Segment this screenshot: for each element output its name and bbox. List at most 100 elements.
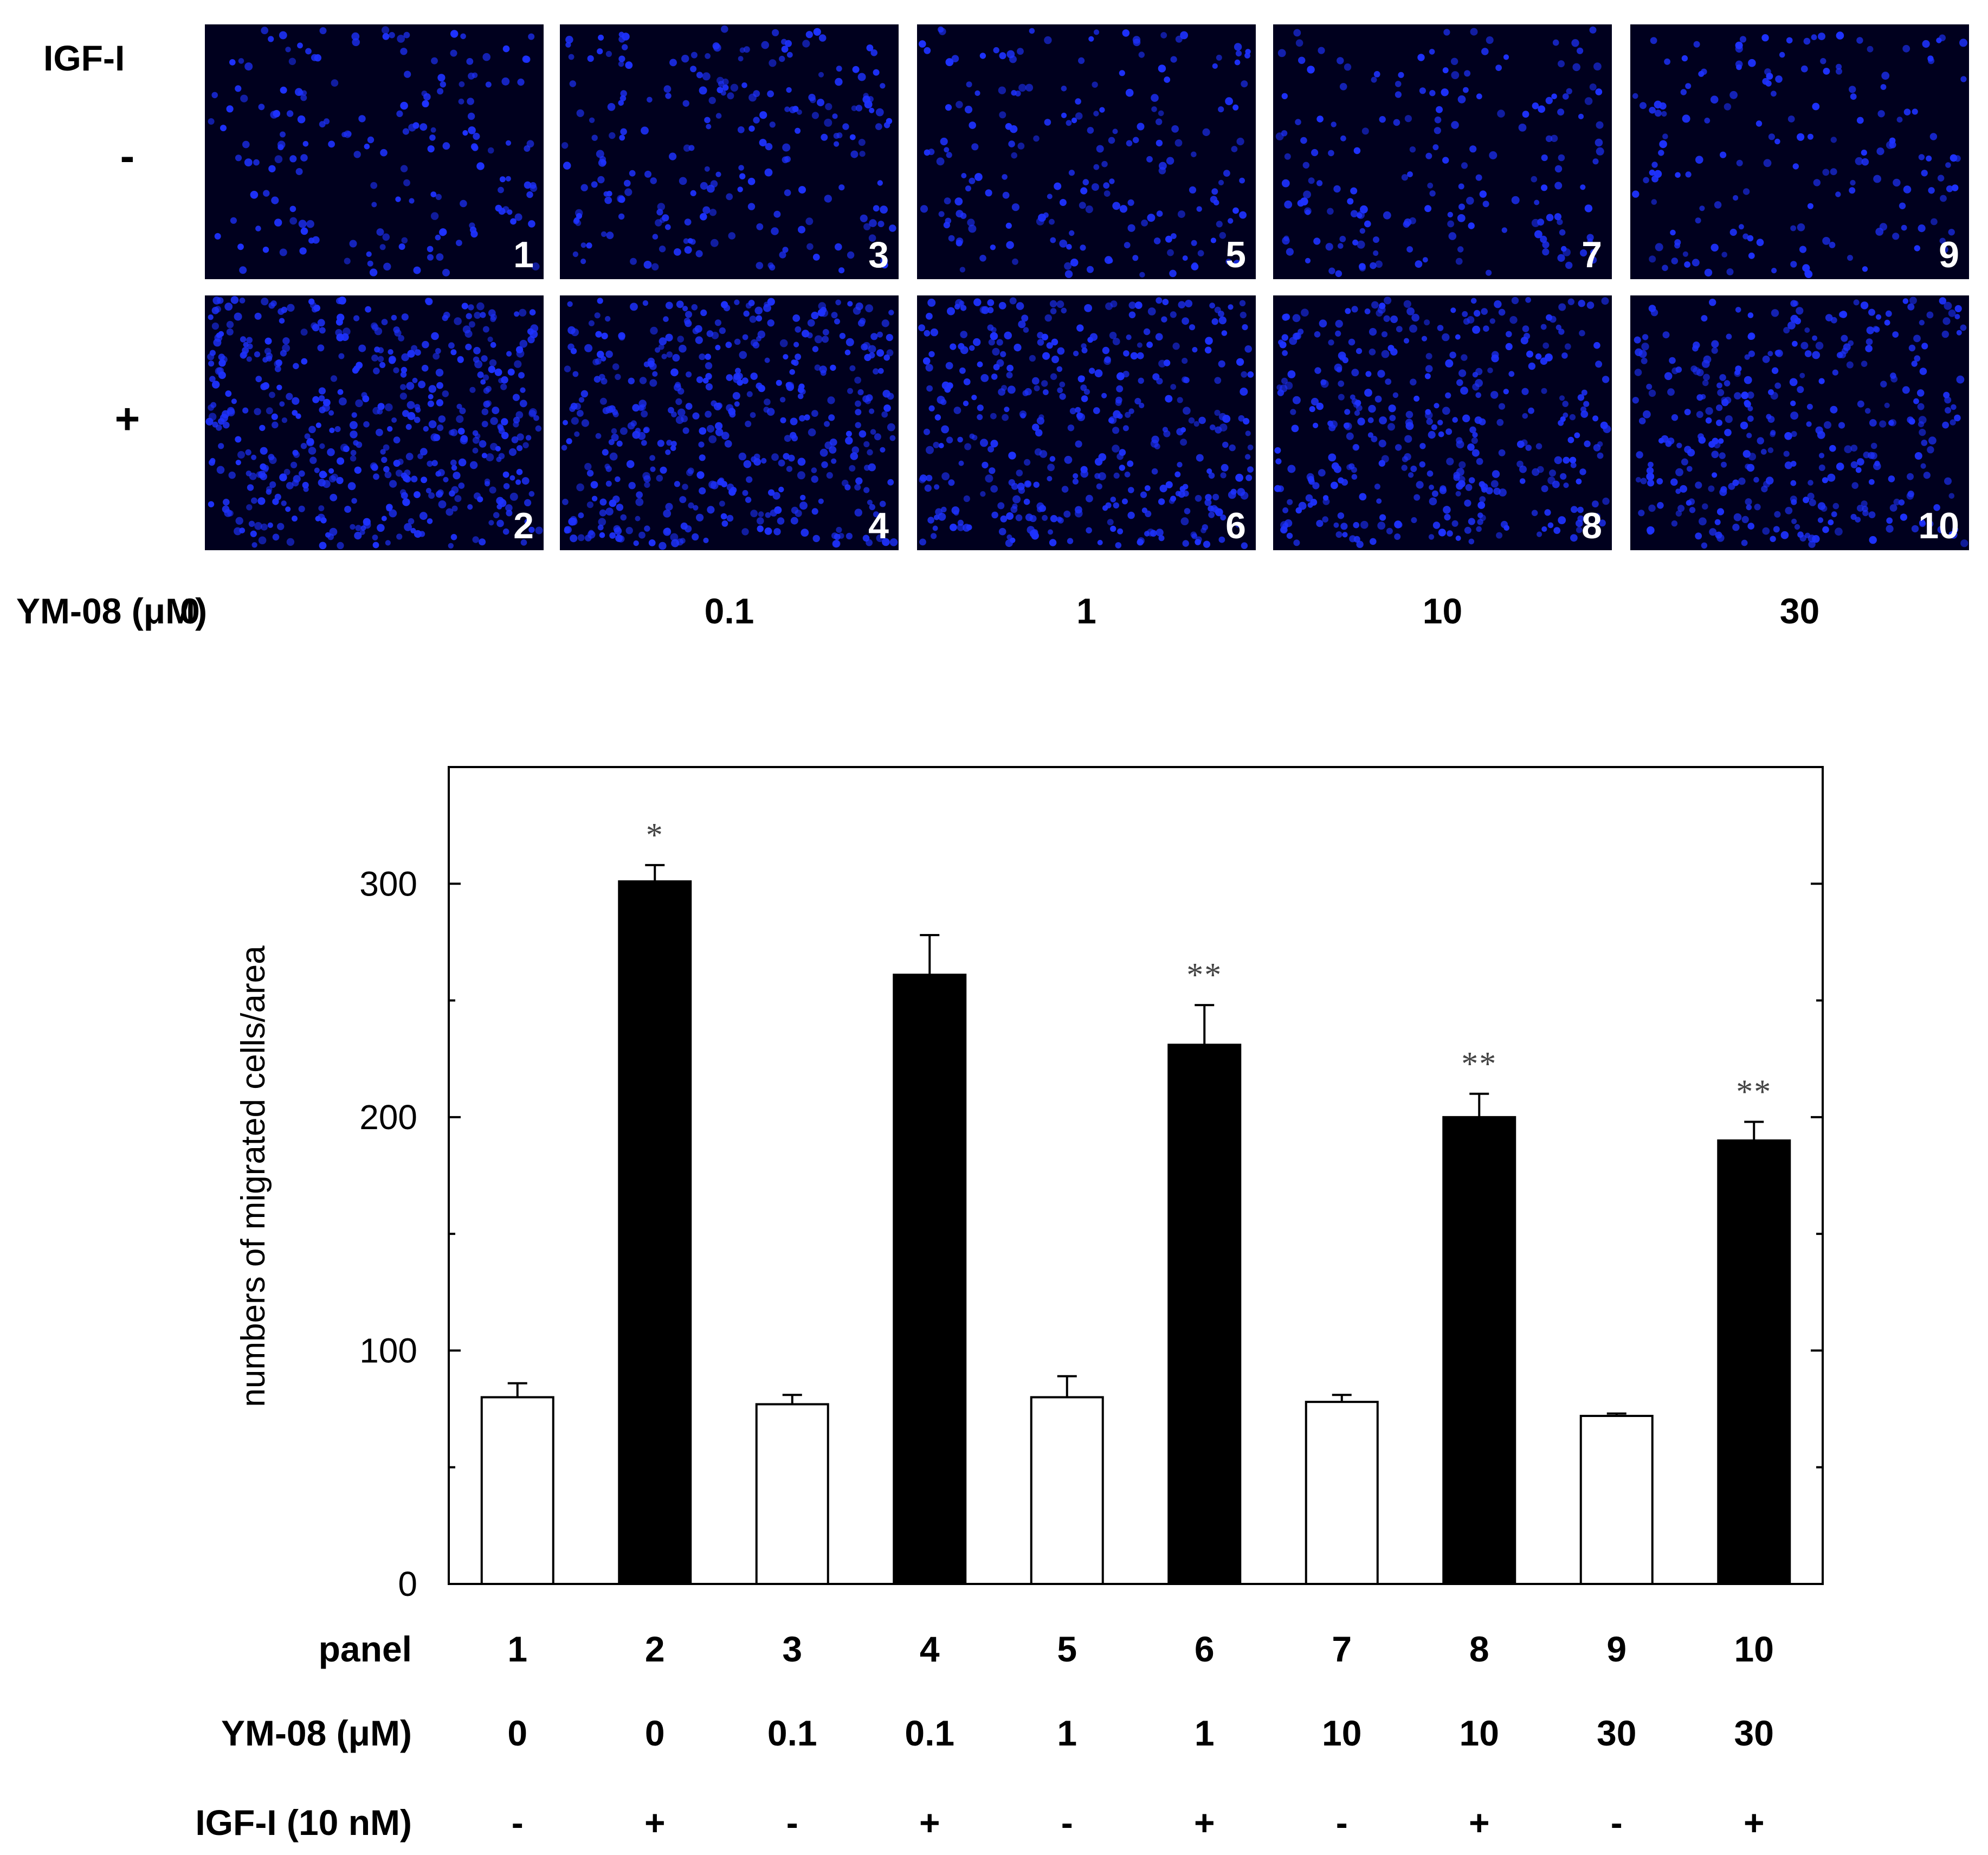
- y-tick-label: 200: [359, 1098, 417, 1137]
- panel-number-label: 8: [1582, 505, 1602, 546]
- significance-marker: **: [1186, 957, 1222, 994]
- micrograph-grid: IGF-I - + YM-08 (μM) 0 0.1 1 10 30 1 3 5 7 9 2 4 6 8 1…: [16, 24, 1969, 631]
- igf-minus-label: -: [120, 132, 135, 180]
- condition-cell: 7: [1332, 1629, 1352, 1669]
- condition-cell: 2: [645, 1629, 665, 1669]
- panel-number-label: 4: [868, 505, 889, 546]
- condition-cell: 5: [1057, 1629, 1077, 1669]
- bar-panel-3: [755, 1403, 829, 1585]
- panel-number-label: 2: [513, 505, 534, 546]
- ym08-concentration-4: 30: [1780, 591, 1819, 631]
- bar-panel-9: [1579, 1414, 1654, 1585]
- condition-cell: -: [512, 1802, 524, 1843]
- micrograph-panel: 6: [917, 295, 1256, 550]
- condition-row-label: IGF-I (10 nM): [195, 1802, 412, 1843]
- panel-number-label: 3: [868, 234, 889, 275]
- y-tick-label: 300: [359, 864, 417, 903]
- bar-panel-7: [1305, 1401, 1379, 1585]
- plot-frame: [448, 766, 1824, 1585]
- panel-number-label: 7: [1582, 234, 1602, 275]
- condition-cell: 0: [507, 1713, 527, 1753]
- condition-cell: +: [919, 1802, 940, 1843]
- micrograph-panel: 5: [917, 24, 1256, 279]
- panel-number-label: 1: [513, 234, 534, 275]
- stained-nuclei: [1275, 26, 1604, 278]
- stained-nuclei: [1632, 297, 1968, 549]
- condition-cell: 1: [1195, 1713, 1215, 1753]
- ym08-concentration-0: 0: [180, 591, 200, 631]
- significance-marker: **: [1736, 1073, 1772, 1110]
- micrograph-background: [917, 295, 1256, 550]
- condition-row-label: YM-08 (μM): [221, 1713, 412, 1753]
- stained-nuclei: [561, 25, 896, 274]
- stained-nuclei: [919, 26, 1251, 278]
- bar-panel-8: [1442, 1116, 1516, 1586]
- condition-cell: 10: [1734, 1629, 1774, 1669]
- bar-panel-4: [893, 974, 967, 1585]
- micrograph-panel: 1: [205, 24, 544, 279]
- micrograph-background: [205, 24, 544, 279]
- y-axis-label: numbers of migrated cells/area: [235, 945, 272, 1407]
- condition-cell: 30: [1597, 1713, 1636, 1753]
- significance-marker: **: [1461, 1046, 1497, 1083]
- igf-row-title: IGF-I: [43, 38, 125, 78]
- condition-cell: 1: [507, 1629, 527, 1669]
- micrograph-background: [560, 24, 899, 279]
- condition-cell: 0: [645, 1713, 665, 1753]
- bar-panel-10: [1717, 1139, 1791, 1585]
- condition-cell: +: [1469, 1802, 1490, 1843]
- panel-number-label: 9: [1939, 234, 1959, 275]
- condition-cell: 10: [1460, 1713, 1499, 1753]
- bar-panel-6: [1167, 1044, 1242, 1585]
- stained-nuclei: [205, 296, 543, 550]
- stained-nuclei: [208, 26, 540, 276]
- stained-nuclei: [1632, 31, 1967, 278]
- condition-cell: 9: [1606, 1629, 1626, 1669]
- micrograph-panel: 8: [1273, 295, 1612, 550]
- condition-cell: +: [1194, 1802, 1215, 1843]
- micrograph-panel: 3: [560, 24, 899, 279]
- condition-cell: 10: [1322, 1713, 1361, 1753]
- y-tick-label: 0: [398, 1564, 417, 1603]
- condition-cell: -: [1336, 1802, 1348, 1843]
- condition-cell: 3: [782, 1629, 802, 1669]
- condition-cell: +: [644, 1802, 666, 1843]
- stained-nuclei: [1274, 297, 1611, 548]
- panel-number-label: 10: [1918, 505, 1959, 546]
- ym08-concentration-1: 0.1: [705, 591, 754, 631]
- condition-row-label: panel: [319, 1629, 412, 1669]
- ym08-concentration-2: 1: [1076, 591, 1096, 631]
- stained-nuclei: [561, 298, 898, 550]
- condition-cell: 30: [1734, 1713, 1774, 1753]
- condition-cell: 8: [1469, 1629, 1489, 1669]
- y-tick-label: 100: [359, 1331, 417, 1370]
- bar-panel-1: [480, 1396, 554, 1586]
- stained-nuclei: [918, 297, 1254, 549]
- micrograph-background: [917, 24, 1256, 279]
- igf-plus-label: +: [115, 395, 140, 443]
- bar-panel-2: [618, 880, 692, 1585]
- condition-cell: -: [1061, 1802, 1073, 1843]
- condition-cell: 0.1: [905, 1713, 954, 1753]
- micrograph-panel: 9: [1630, 24, 1969, 279]
- condition-cell: 4: [920, 1629, 940, 1669]
- condition-cell: -: [786, 1802, 798, 1843]
- ym08-concentration-3: 10: [1423, 591, 1462, 631]
- micrograph-panel: 7: [1273, 24, 1612, 279]
- bar-panel-5: [1030, 1396, 1104, 1586]
- condition-cell: 1: [1057, 1713, 1077, 1753]
- condition-cell: 0.1: [767, 1713, 817, 1753]
- ym08-col-axis-label: YM-08 (μM): [16, 591, 207, 631]
- condition-cell: 6: [1195, 1629, 1215, 1669]
- micrograph-panel: 10: [1630, 295, 1969, 550]
- micrograph-background: [1630, 24, 1969, 279]
- significance-marker: *: [646, 817, 664, 854]
- panel-number-label: 6: [1225, 505, 1246, 546]
- bar-chart: numbers of migrated cells/area 010020030…: [195, 766, 1824, 1843]
- condition-cell: -: [1611, 1802, 1623, 1843]
- panel-number-label: 5: [1225, 234, 1246, 275]
- condition-cell: +: [1744, 1802, 1765, 1843]
- micrograph-panel: 4: [560, 295, 899, 550]
- micrograph-panel: 2: [205, 295, 544, 550]
